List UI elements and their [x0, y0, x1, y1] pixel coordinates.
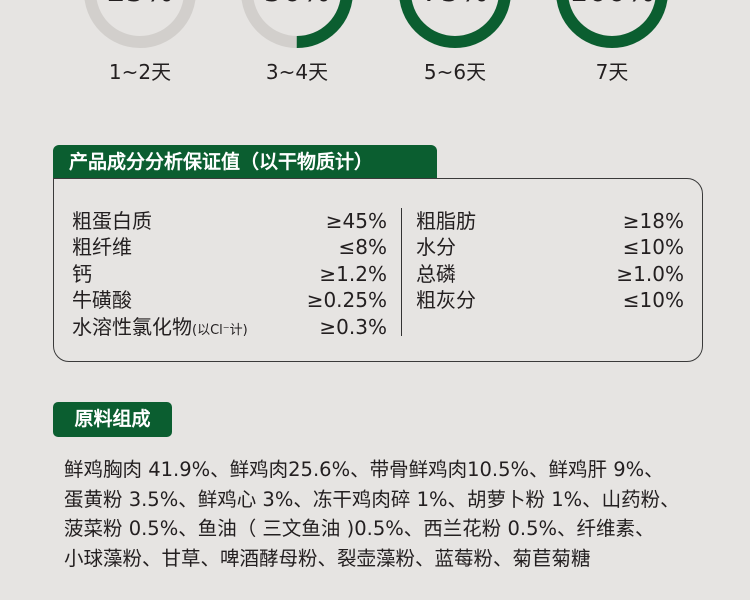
- days-label: 3~4天: [265, 60, 329, 84]
- days-label: 5~6天: [423, 60, 487, 84]
- nutrient-name: 牛磺酸: [72, 288, 132, 312]
- nutrient-value: ≥18%: [622, 209, 684, 233]
- nutrient-name: 水溶性氯化物(以Cl⁻计): [72, 314, 248, 344]
- nutrient-note: (以Cl⁻计): [192, 323, 248, 338]
- analysis-title: 产品成分分析保证值（以干物质计）: [53, 145, 437, 179]
- analysis-box: [53, 178, 703, 362]
- progress-ring-3: 75%: [393, 0, 517, 54]
- ingredients-line: 小球藻粉、甘草、啤酒酵母粉、裂壶藻粉、蓝莓粉、菊苣菊糖: [64, 546, 591, 570]
- ring-graphic: [399, 0, 511, 48]
- ring-track: [84, 0, 196, 48]
- nutrient-name-text: 水溶性氯化物: [72, 315, 192, 339]
- analysis-row: 粗灰分 ≤10%: [416, 287, 684, 313]
- progress-ring-1: 25%: [78, 0, 202, 54]
- ingredients-line: 鲜鸡胸肉 41.9%、鲜鸡肉25.6%、带骨鲜鸡肉10.5%、鲜鸡肝 9%、: [64, 458, 664, 481]
- ring-percent-label: 50%: [235, 0, 359, 9]
- ingredients-line: 蛋黄粉 3.5%、鲜鸡心 3%、冻干鸡肉碎 1%、胡萝卜粉 1%、山药粉、: [64, 487, 680, 511]
- progress-ring-4: 100%: [550, 0, 674, 54]
- ring-progress-arc: [556, 0, 668, 48]
- analysis-row: 粗蛋白质 ≥45%: [72, 208, 387, 234]
- nutrient-name: 总磷: [416, 262, 456, 286]
- ring-graphic: [84, 0, 196, 48]
- ingredients-list: 鲜鸡胸肉 41.9%、鲜鸡肉25.6%、带骨鲜鸡肉10.5%、鲜鸡肝 9%、 蛋…: [64, 455, 744, 573]
- ring-progress-arc: [399, 0, 511, 48]
- ingredients-title: 原料组成: [53, 402, 172, 437]
- analysis-row: 粗纤维 ≤8%: [72, 234, 387, 260]
- analysis-row: 粗脂肪 ≥18%: [416, 208, 684, 234]
- nutrient-name: 粗纤维: [72, 235, 132, 259]
- nutrient-value: ≤8%: [338, 235, 388, 259]
- ring-graphic: [241, 0, 353, 48]
- nutrient-value: ≥0.25%: [306, 288, 387, 312]
- analysis-row: 水溶性氯化物(以Cl⁻计) ≥0.3%: [72, 314, 387, 340]
- nutrient-value: ≥1.0%: [616, 262, 684, 286]
- analysis-row: 总磷 ≥1.0%: [416, 261, 684, 287]
- nutrient-value: ≥45%: [325, 209, 387, 233]
- days-label: 1~2天: [108, 60, 172, 84]
- progress-ring-2: 50%: [235, 0, 359, 54]
- analysis-row: 水分 ≤10%: [416, 234, 684, 260]
- ring-percent-label: 100%: [550, 0, 674, 9]
- nutrient-value: ≤10%: [622, 288, 684, 312]
- ring-percent-label: 75%: [393, 0, 517, 9]
- ingredients-line: 菠菜粉 0.5%、鱼油（ 三文鱼油 )0.5%、西兰花粉 0.5%、纤维素、: [64, 517, 655, 540]
- nutrient-name: 钙: [72, 262, 92, 286]
- ring-progress-arc: [241, 0, 353, 48]
- analysis-row: 牛磺酸 ≥0.25%: [72, 287, 387, 313]
- column-divider: [401, 208, 402, 336]
- nutrient-name: 水分: [416, 235, 456, 259]
- nutrient-value: ≤10%: [622, 235, 684, 259]
- nutrient-value: ≥0.3%: [319, 315, 387, 339]
- ring-percent-label: 25%: [78, 0, 202, 9]
- days-label: 7天: [595, 60, 629, 84]
- nutrient-name: 粗脂肪: [416, 209, 476, 233]
- nutrient-name: 粗灰分: [416, 288, 476, 312]
- nutrient-name: 粗蛋白质: [72, 209, 152, 233]
- nutrient-value: ≥1.2%: [319, 262, 387, 286]
- ring-graphic: [556, 0, 668, 48]
- analysis-row: 钙 ≥1.2%: [72, 261, 387, 287]
